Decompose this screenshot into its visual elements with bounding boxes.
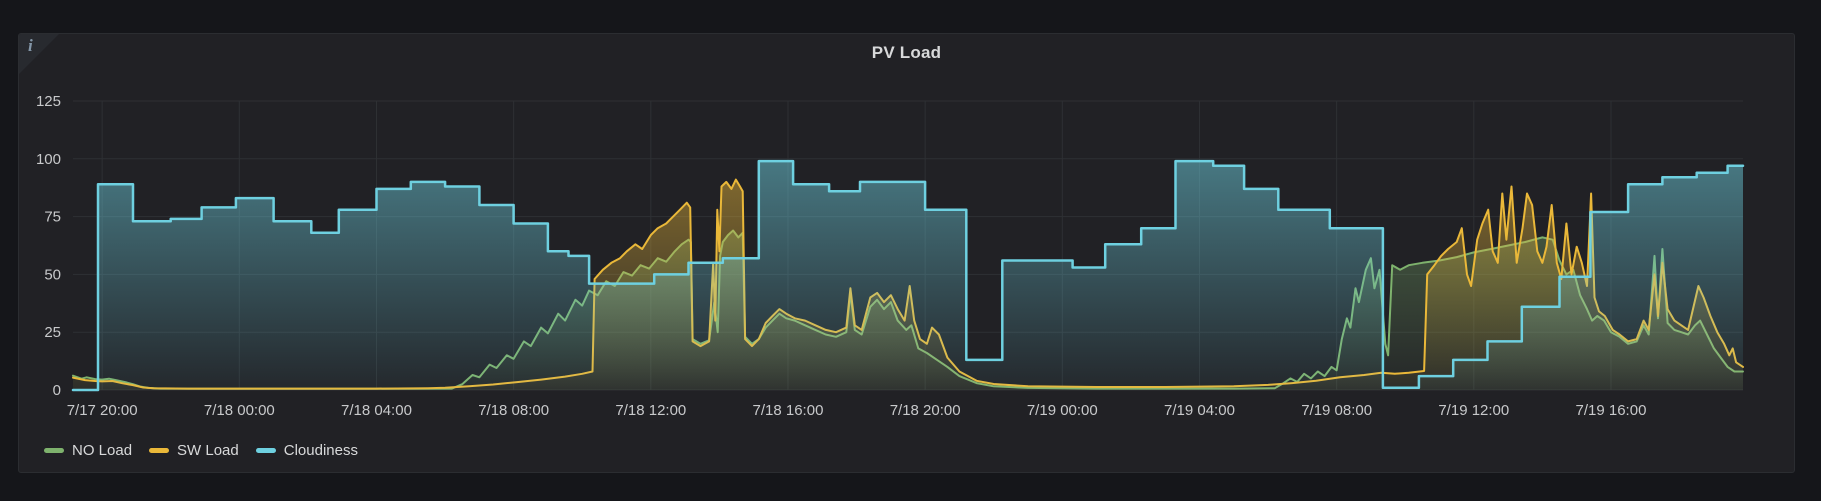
legend-label-cloudiness: Cloudiness	[283, 441, 358, 459]
panel-info-corner[interactable]: i	[19, 34, 59, 74]
legend-swatch-sw-load	[149, 447, 170, 453]
time-series-chart[interactable]: 0 25 50 75 100 125 7/17 20:00 7/18 00:00 7/18 04…	[19, 34, 1795, 473]
legend-swatch-cloudiness	[255, 447, 276, 453]
x-axis-label: 7/18 00:00	[204, 402, 275, 419]
x-axis-label: 7/18 16:00	[753, 402, 824, 419]
y-axis-label: 25	[44, 324, 61, 341]
legend-item-no-load[interactable]: NO Load	[44, 442, 132, 459]
x-axis-label: 7/18 12:00	[615, 402, 686, 419]
x-axis-label: 7/19 08:00	[1301, 402, 1372, 419]
y-axis-label: 125	[36, 93, 61, 110]
legend-label-no-load: NO Load	[72, 441, 133, 459]
x-axis-label: 7/19 00:00	[1027, 402, 1098, 419]
legend-swatch-no-load	[44, 447, 64, 453]
panel-title[interactable]: PV Load	[871, 43, 942, 62]
series-line-cloudiness	[71, 159, 1745, 392]
series-area-cloudiness	[73, 161, 1743, 390]
y-axis-label: 0	[53, 382, 61, 399]
pv-load-panel: i PV Load 0 25 50 75 100 125 7/17 20:00 7/18 00…	[18, 33, 1795, 473]
x-axis-label: 7/19 04:00	[1164, 402, 1235, 419]
info-icon: i	[28, 36, 33, 55]
x-axis-label: 7/18 04:00	[341, 402, 412, 419]
legend-item-sw-load[interactable]: SW Load	[149, 442, 239, 459]
y-axis-label: 50	[44, 266, 61, 283]
x-axis-label: 7/18 20:00	[890, 402, 961, 419]
x-axis-label: 7/19 12:00	[1438, 402, 1509, 419]
x-axis-label: 7/19 16:00	[1576, 402, 1647, 419]
y-axis-label: 75	[44, 209, 61, 226]
x-axis-label: 7/17 20:00	[67, 402, 138, 419]
x-axis-label: 7/18 08:00	[478, 402, 549, 419]
legend: NO Load SW Load Cloudiness	[44, 441, 358, 459]
legend-item-cloudiness[interactable]: Cloudiness	[255, 441, 358, 459]
y-axis-label: 100	[36, 151, 61, 168]
legend-label-sw-load: SW Load	[177, 441, 239, 459]
